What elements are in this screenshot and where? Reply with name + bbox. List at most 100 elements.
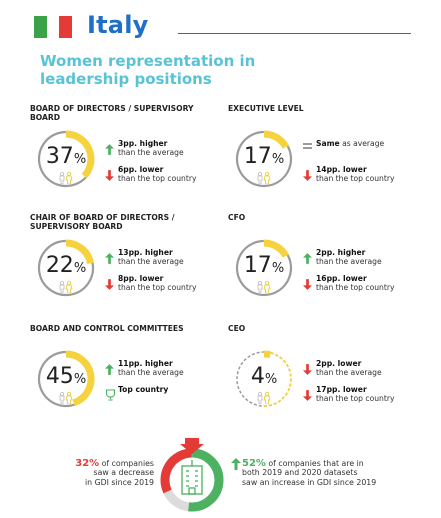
panel-percentage: 37% xyxy=(43,144,89,169)
gauge-men-arc xyxy=(37,239,95,297)
comparison-top-country: 8pp. lower than the top country xyxy=(118,274,228,292)
comparison-bold: Top country xyxy=(118,385,169,394)
comparison-bold: 8pp. lower xyxy=(118,274,164,283)
comparison-average: 11pp. higher than the average xyxy=(118,359,228,377)
trophy-icon xyxy=(105,386,116,405)
gauge-women-arc xyxy=(263,130,289,149)
comparison-top-country: 6pp. lower than the top country xyxy=(118,165,228,183)
decrease-line2: saw a decrease xyxy=(93,468,154,478)
up-arrow-icon xyxy=(231,458,241,470)
percentage-value: 4 xyxy=(250,364,265,389)
comparison-bold: 6pp. lower xyxy=(118,165,164,174)
increase-summary: 52% of companies that are in both 2019 a… xyxy=(242,459,398,487)
comparison-bold: 14pp. lower xyxy=(316,165,367,174)
comparison-text: than the average xyxy=(316,367,382,377)
percentage-symbol: % xyxy=(271,152,285,167)
comparison-top-country: 14pp. lower than the top country xyxy=(316,165,426,183)
flag-stripe-red xyxy=(59,16,73,38)
down-arrow-icon xyxy=(303,275,312,294)
decrease-line3: in GDI since 2019 xyxy=(85,477,154,487)
gauge-executive xyxy=(235,130,293,188)
gender-icon xyxy=(55,171,77,187)
decrease-value: 32% xyxy=(75,458,100,469)
percentage-value: 45 xyxy=(45,364,74,389)
comparison-bold: 2pp. higher xyxy=(316,248,366,257)
comparison-text: than the top country xyxy=(316,282,395,292)
down-arrow-icon xyxy=(105,275,114,294)
percentage-value: 17 xyxy=(243,144,272,169)
flag-stripe-white xyxy=(46,16,60,38)
panel-title: CEO xyxy=(228,324,246,333)
panel-percentage: 45% xyxy=(43,364,89,389)
up-arrow-icon xyxy=(105,360,114,379)
gauge-women-arc xyxy=(65,130,95,179)
comparison-bold: 13pp. higher xyxy=(118,248,173,257)
comparison-bold: Same xyxy=(316,139,340,148)
gauge-men-arc xyxy=(236,351,292,407)
down-arrow-icon xyxy=(303,166,312,185)
down-arrow-icon xyxy=(105,166,114,185)
gauge-men-arc xyxy=(235,239,293,297)
up-arrow-icon xyxy=(303,249,312,268)
percentage-value: 22 xyxy=(45,253,74,278)
gauge-men-arc xyxy=(235,130,293,188)
panel-title: Board and control committees xyxy=(30,324,184,333)
percentage-value: 17 xyxy=(243,253,272,278)
donut-increase-arc xyxy=(188,448,224,512)
page-subtitle: Women representation in leadership posit… xyxy=(40,52,256,88)
down-arrow-icon xyxy=(303,360,312,379)
gender-icon xyxy=(253,280,275,296)
gender-icon xyxy=(253,171,275,187)
comparison-text: than the top country xyxy=(118,282,197,292)
panel-title: Executive level xyxy=(228,104,304,113)
comparison-text: than the top country xyxy=(316,393,395,403)
comparison-text: than the average xyxy=(316,256,382,266)
percentage-symbol: % xyxy=(264,372,278,387)
comparison-text: than the average xyxy=(118,256,184,266)
down-arrow-icon xyxy=(303,386,312,405)
up-arrow-icon xyxy=(105,140,114,159)
comparison-text: than the top country xyxy=(316,173,395,183)
panel-title: Chair of board of directors / supervisor… xyxy=(30,213,175,231)
comparison-text: as average xyxy=(339,139,385,148)
up-arrow-icon xyxy=(105,249,114,268)
gauge-board xyxy=(37,130,95,188)
comparison-average: 13pp. higher than the average xyxy=(118,248,228,266)
comparison-text: than the average xyxy=(118,367,184,377)
gender-icon xyxy=(253,391,275,407)
gauge-men-arc xyxy=(37,130,87,188)
gauge-women-arc xyxy=(263,350,272,359)
increase-line1: of companies that are in xyxy=(265,459,364,468)
comparison-bold: 17pp. lower xyxy=(316,385,367,394)
equals-icon xyxy=(303,143,312,149)
comparison-text: than the average xyxy=(118,147,184,157)
percentage-symbol: % xyxy=(271,261,285,276)
building-icon xyxy=(181,460,203,495)
comparison-top-country: Top country xyxy=(118,385,228,395)
panel-percentage: 17% xyxy=(241,144,287,169)
panel-title: CFO xyxy=(228,213,246,222)
gender-icon xyxy=(55,391,77,407)
comparison-bold: 2pp. lower xyxy=(316,359,362,368)
decrease-summary: 32% of companies saw a decrease in GDI s… xyxy=(26,459,154,487)
comparison-top-country: 17pp. lower than the top country xyxy=(316,385,426,403)
panel-percentage: 22% xyxy=(43,253,89,278)
gauge-dashed-arc xyxy=(263,351,292,407)
gauge-chair xyxy=(37,239,95,297)
gauge-committees xyxy=(37,350,95,408)
gauge-cfo xyxy=(235,239,293,297)
gauge-ceo xyxy=(236,350,292,407)
donut-decrease-arc xyxy=(160,448,193,494)
gender-icon xyxy=(55,280,77,296)
decrease-line1: of companies xyxy=(99,459,154,468)
percentage-symbol: % xyxy=(73,152,87,167)
percentage-symbol: % xyxy=(73,372,87,387)
comparison-bold: 11pp. higher xyxy=(118,359,173,368)
percentage-value: 37 xyxy=(45,144,74,169)
gauge-women-arc xyxy=(65,239,94,265)
comparison-average: Same as average xyxy=(316,139,426,149)
comparison-average: 3pp. higher than the average xyxy=(118,139,228,157)
comparison-top-country: 16pp. lower than the top country xyxy=(316,274,426,292)
gauge-women-arc xyxy=(65,350,95,407)
gdi-change-donut xyxy=(160,446,224,512)
